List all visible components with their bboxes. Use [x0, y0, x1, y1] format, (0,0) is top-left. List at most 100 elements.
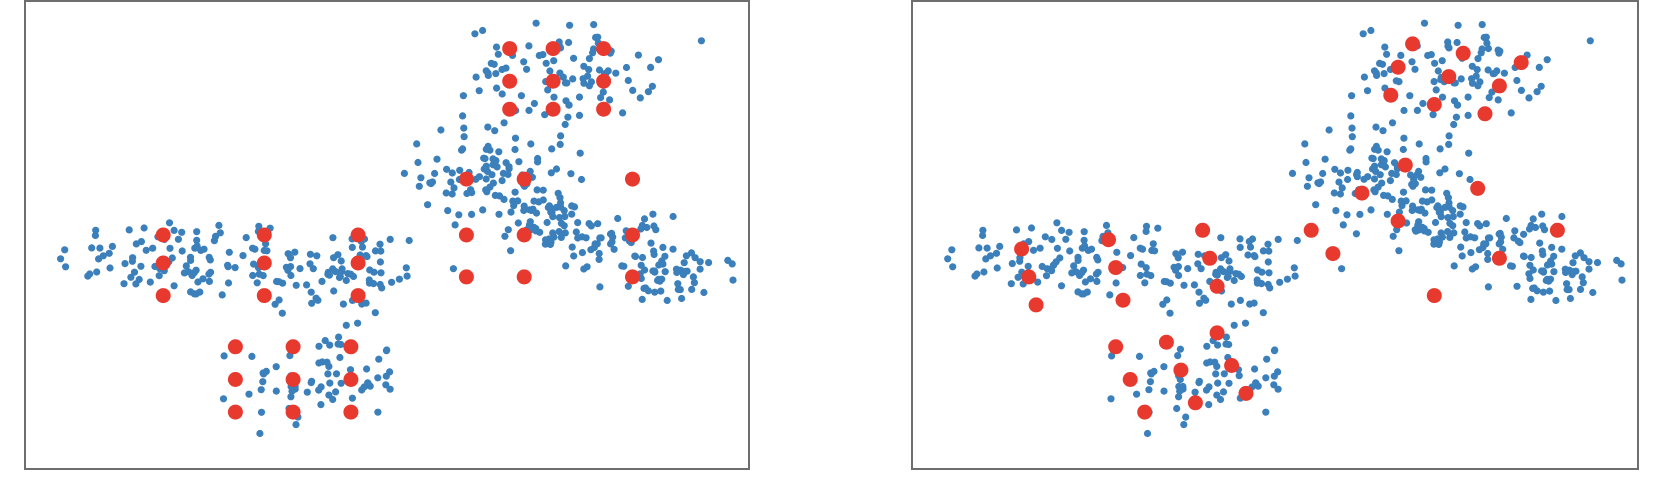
center-point [1202, 250, 1218, 266]
data-point [286, 254, 295, 262]
data-point [705, 259, 713, 267]
data-point [174, 235, 182, 243]
data-point [680, 259, 688, 267]
data-point [1434, 67, 1442, 75]
data-point [1220, 370, 1228, 378]
data-point [562, 262, 570, 270]
data-point [661, 252, 669, 260]
data-point [415, 182, 423, 190]
data-point [1303, 182, 1311, 190]
data-point [1014, 273, 1022, 281]
data-point [405, 236, 413, 245]
data-point [1409, 202, 1417, 210]
data-point [1012, 226, 1021, 234]
data-point [532, 19, 540, 27]
data-point [433, 155, 441, 163]
data-point [120, 280, 128, 288]
data-point [1580, 254, 1588, 262]
data-point [1464, 111, 1472, 119]
data-point [1236, 296, 1244, 304]
data-point [369, 280, 378, 288]
data-point [130, 268, 139, 276]
data-point [61, 246, 69, 254]
data-point [1108, 352, 1116, 360]
data-point [190, 269, 198, 277]
data-point [1147, 272, 1155, 280]
data-point [642, 284, 650, 292]
data-point [1008, 260, 1016, 268]
data-point [517, 92, 525, 100]
data-point [1386, 177, 1394, 185]
data-point [456, 166, 464, 174]
data-point [1527, 221, 1535, 230]
data-point [1175, 271, 1183, 280]
data-point [1493, 67, 1501, 75]
data-point [1537, 82, 1545, 90]
data-point [1519, 252, 1528, 260]
data-point [484, 142, 492, 150]
data-point [638, 221, 646, 230]
data-point [259, 378, 267, 386]
center-point [1158, 334, 1174, 350]
data-point [568, 243, 576, 251]
data-point [205, 277, 213, 285]
data-point [1445, 132, 1453, 140]
data-point [376, 258, 384, 266]
data-point [552, 165, 561, 173]
center-point [545, 101, 561, 117]
data-point [555, 228, 563, 236]
data-point [1078, 269, 1086, 277]
data-point [363, 253, 371, 261]
data-point [1377, 155, 1385, 163]
data-point [511, 134, 520, 142]
data-point [128, 257, 136, 265]
data-point [248, 352, 256, 360]
data-point [200, 245, 208, 253]
data-point [479, 26, 487, 35]
data-point [1135, 352, 1144, 360]
data-point [1102, 221, 1111, 229]
data-point [1347, 112, 1355, 120]
data-point [318, 358, 326, 366]
data-point [354, 319, 362, 327]
data-point [661, 268, 669, 276]
data-point [1436, 145, 1444, 153]
data-point [1262, 408, 1270, 416]
data-point [257, 386, 265, 394]
data-point [93, 268, 101, 276]
data-point [1475, 246, 1483, 254]
data-point [502, 159, 510, 167]
data-point [495, 148, 503, 156]
data-point [1321, 155, 1329, 163]
data-point [1372, 123, 1380, 131]
data-point [1176, 387, 1184, 395]
center-point [256, 227, 272, 243]
data-point [1205, 383, 1213, 391]
data-point [1343, 211, 1351, 219]
data-point [1558, 212, 1566, 221]
data-point [349, 272, 358, 281]
data-point [1484, 234, 1492, 242]
data-point [567, 170, 575, 178]
data-point [471, 30, 479, 38]
data-point [431, 169, 439, 178]
data-point [337, 257, 345, 265]
data-point [165, 219, 174, 227]
data-point [1539, 222, 1547, 230]
data-point [691, 254, 699, 262]
data-point [500, 119, 508, 127]
data-point [362, 299, 370, 307]
data-point [1230, 321, 1238, 329]
data-point [1381, 43, 1389, 51]
data-point [259, 272, 267, 280]
data-point [1484, 283, 1492, 291]
center-point [285, 339, 301, 355]
data-point [1428, 186, 1436, 194]
data-point [525, 42, 533, 50]
data-point [523, 65, 531, 73]
data-point [374, 374, 382, 382]
center-point [502, 101, 518, 117]
data-point [1428, 196, 1436, 204]
data-point [688, 285, 696, 293]
data-point [1571, 252, 1579, 260]
